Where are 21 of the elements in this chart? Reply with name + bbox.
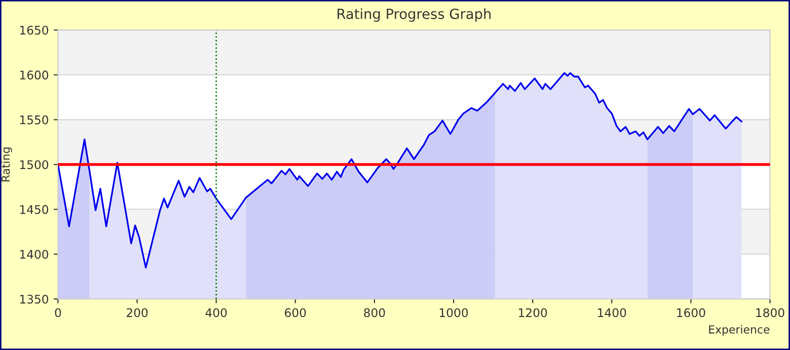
y-tick-label: 1400 (20, 250, 48, 259)
y-axis-title: Rating (1, 148, 12, 182)
y-tick-label: 1500 (20, 160, 48, 170)
y-tick-label: 1550 (20, 115, 48, 124)
x-tick-label: 400 (206, 308, 227, 318)
x-tick-label: 800 (364, 308, 385, 318)
line-series (58, 72, 742, 268)
y-tick-label: 1350 (20, 294, 48, 304)
x-tick-label: 600 (284, 308, 306, 318)
x-axis-title: Experience (709, 325, 770, 336)
y-tick-label: 1600 (20, 70, 48, 80)
x-tick-label: 1400 (598, 308, 626, 318)
y-tick-label: 1450 (20, 205, 48, 214)
x-tick-label: 1200 (518, 308, 547, 318)
x-tick-label: 0 (55, 308, 61, 318)
y-tick-label: 1650 (20, 26, 48, 35)
chart-title: Rating Progress Graph (338, 8, 491, 22)
x-tick-label: 1600 (677, 308, 706, 318)
x-tick-label: 1000 (440, 308, 468, 318)
x-tick-label: 1800 (756, 308, 784, 318)
x-tick-label: 200 (126, 308, 148, 318)
